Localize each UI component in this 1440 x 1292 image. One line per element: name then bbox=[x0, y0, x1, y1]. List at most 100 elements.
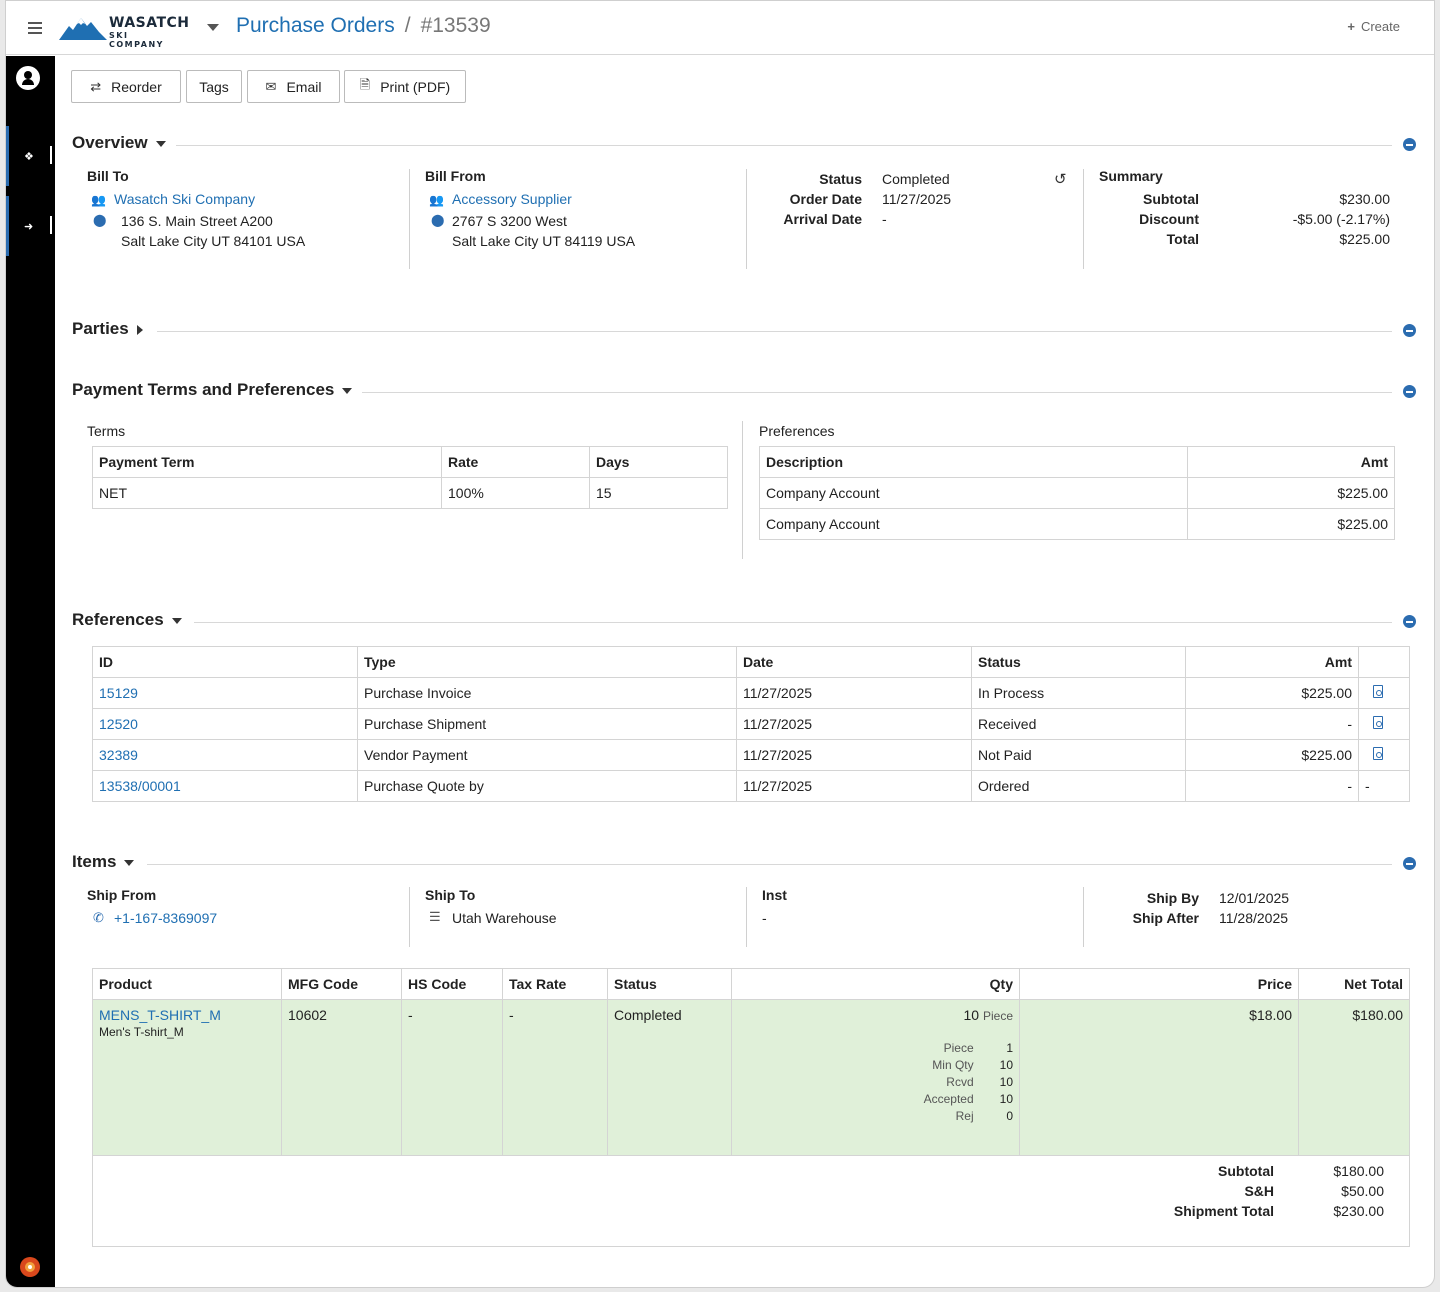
summary-total-label: Total bbox=[1166, 231, 1199, 247]
terms-label: Terms bbox=[87, 423, 126, 439]
mountain-logo-icon bbox=[59, 18, 107, 40]
email-button[interactable]: ✉ Email bbox=[247, 70, 340, 103]
table-cell: Not Paid bbox=[971, 739, 1186, 771]
ship-from-phone-link[interactable]: +1-167-8369097 bbox=[114, 910, 218, 926]
sidebar-item-logout[interactable]: ➜ bbox=[6, 196, 55, 256]
inst-label: Inst bbox=[762, 887, 787, 903]
bill-from-address-line2: Salt Lake City UT 84119 USA bbox=[452, 233, 636, 249]
table-cell: NET bbox=[92, 477, 442, 509]
ship-to-value: Utah Warehouse bbox=[452, 910, 557, 926]
terms-table: Payment Term Rate Days NET 100% 15 bbox=[92, 446, 728, 509]
items-table: Product MFG Code HS Code Tax Rate Status… bbox=[92, 968, 1410, 1247]
app-badge-icon[interactable] bbox=[18, 1255, 42, 1279]
phone-icon: ✆ bbox=[93, 910, 104, 925]
payment-terms-title: Payment Terms and Preferences bbox=[72, 380, 363, 400]
column-header: Net Total bbox=[1298, 968, 1410, 1000]
inst-value: - bbox=[762, 910, 767, 926]
shipment-total-value: $230.00 bbox=[1333, 1203, 1384, 1219]
bill-to-address-line2: Salt Lake City UT 84101 USA bbox=[121, 233, 306, 249]
qty-detail-value: 10 bbox=[999, 1075, 1013, 1089]
summary-subtotal-label: Subtotal bbox=[1143, 191, 1199, 207]
qty-unit: Piece bbox=[982, 1009, 1013, 1023]
user-avatar-icon[interactable] bbox=[16, 66, 40, 90]
preferences-table: Description Amt Company Account $225.00 … bbox=[759, 446, 1395, 540]
pdf-file-icon[interactable] bbox=[1373, 747, 1383, 760]
references-section-header[interactable]: References bbox=[72, 610, 1416, 634]
table-cell: $225.00 bbox=[1187, 508, 1395, 540]
collapse-icon[interactable] bbox=[1403, 615, 1416, 628]
bill-from-supplier-link[interactable]: Accessory Supplier bbox=[452, 191, 572, 207]
payment-terms-section-header[interactable]: Payment Terms and Preferences bbox=[72, 380, 1416, 404]
qty-detail-label: Rej bbox=[955, 1109, 974, 1123]
table-cell: Completed bbox=[607, 999, 732, 1156]
dropbox-icon: ❖ bbox=[24, 151, 34, 163]
history-icon[interactable]: ↺ bbox=[1054, 171, 1067, 188]
bill-to-company-link[interactable]: Wasatch Ski Company bbox=[114, 191, 256, 207]
section-divider bbox=[157, 331, 1392, 332]
ship-after-value: 11/28/2025 bbox=[1219, 910, 1289, 926]
qty-details: Piece 1 Min Qty 10 Rcvd 10 Accepted 10 Rej 0 bbox=[924, 1041, 1013, 1126]
table-cell: 15 bbox=[589, 477, 728, 509]
reference-id-link[interactable]: 13538/00001 bbox=[99, 778, 181, 794]
ship-from-label: Ship From bbox=[87, 887, 157, 903]
references-title: References bbox=[72, 610, 192, 630]
collapse-icon[interactable] bbox=[1403, 324, 1416, 337]
reference-id-link[interactable]: 32389 bbox=[99, 747, 138, 763]
column-divider bbox=[746, 887, 747, 947]
reference-id-link[interactable]: 12520 bbox=[99, 716, 138, 732]
column-header: Type bbox=[357, 646, 737, 678]
order-date-value: 11/27/2025 bbox=[882, 191, 952, 207]
reorder-button[interactable]: ⇄ Reorder bbox=[71, 70, 181, 103]
menu-icon[interactable] bbox=[28, 22, 42, 37]
column-header: Date bbox=[736, 646, 972, 678]
table-row: NET 100% 15 bbox=[92, 477, 728, 509]
email-label: Email bbox=[286, 78, 322, 95]
table-row: MENS_T-SHIRT_M Men's T-shirt_M 10602 - -… bbox=[92, 999, 1410, 1156]
company-logo[interactable]: WASATCH SKI COMPANY bbox=[59, 14, 189, 49]
active-indicator bbox=[6, 126, 9, 186]
print-pdf-button[interactable]: 🗎 Print (PDF) bbox=[344, 70, 466, 103]
breadcrumb-module-link[interactable]: Purchase Orders bbox=[236, 14, 395, 37]
table-cell: In Process bbox=[971, 677, 1186, 709]
column-header: Tax Rate bbox=[502, 968, 608, 1000]
qty-value: 10 bbox=[963, 1007, 980, 1023]
map-marker-icon: ⬤ bbox=[93, 213, 107, 227]
preferences-label: Preferences bbox=[759, 423, 835, 439]
overview-section-header[interactable]: Overview bbox=[72, 133, 1416, 157]
tags-button[interactable]: Tags bbox=[186, 70, 242, 103]
order-date-label: Order Date bbox=[789, 191, 862, 207]
create-button[interactable]: + Create bbox=[1347, 19, 1400, 34]
product-code-link[interactable]: MENS_T-SHIRT_M bbox=[99, 1007, 221, 1023]
qty-detail-label: Min Qty bbox=[932, 1058, 974, 1072]
column-header: Amt bbox=[1187, 446, 1395, 478]
table-cell: Purchase Quote by bbox=[357, 770, 737, 802]
reference-id-link[interactable]: 15129 bbox=[99, 685, 138, 701]
pdf-file-icon[interactable] bbox=[1373, 716, 1383, 729]
collapse-icon[interactable] bbox=[1403, 138, 1416, 151]
table-row: 32389 Vendor Payment 11/27/2025 Not Paid… bbox=[92, 739, 1410, 771]
pdf-file-icon[interactable] bbox=[1373, 685, 1383, 698]
collapse-icon[interactable] bbox=[1403, 857, 1416, 870]
qty-detail-value: 1 bbox=[1006, 1041, 1013, 1055]
logo-title: WASATCH bbox=[109, 15, 190, 31]
table-cell: $225.00 bbox=[1185, 739, 1359, 771]
table-cell: Purchase Invoice bbox=[357, 677, 737, 709]
items-section-header[interactable]: Items bbox=[72, 852, 1416, 876]
sidebar-item-dropbox[interactable]: ❖ bbox=[6, 126, 55, 186]
bill-to-label: Bill To bbox=[87, 168, 129, 184]
table-cell: $18.00 bbox=[1019, 999, 1299, 1156]
table-row: Company Account $225.00 bbox=[759, 508, 1395, 540]
print-label: Print (PDF) bbox=[380, 78, 451, 95]
top-bar: WASATCH SKI COMPANY Purchase Orders / #135… bbox=[6, 1, 1434, 55]
parties-section-header[interactable]: Parties bbox=[72, 319, 1416, 343]
users-icon: 👥 bbox=[429, 193, 444, 207]
active-indicator bbox=[6, 196, 9, 256]
module-dropdown-icon[interactable] bbox=[207, 24, 219, 31]
table-cell: Purchase Shipment bbox=[357, 708, 737, 740]
references-table: ID Type Date Status Amt 15129 Purchase I… bbox=[92, 646, 1410, 802]
collapse-icon[interactable] bbox=[1403, 385, 1416, 398]
sign-out-icon: ➜ bbox=[24, 221, 34, 233]
column-header: Status bbox=[607, 968, 732, 1000]
create-label: Create bbox=[1360, 19, 1400, 34]
qty-detail-label: Accepted bbox=[923, 1092, 974, 1106]
